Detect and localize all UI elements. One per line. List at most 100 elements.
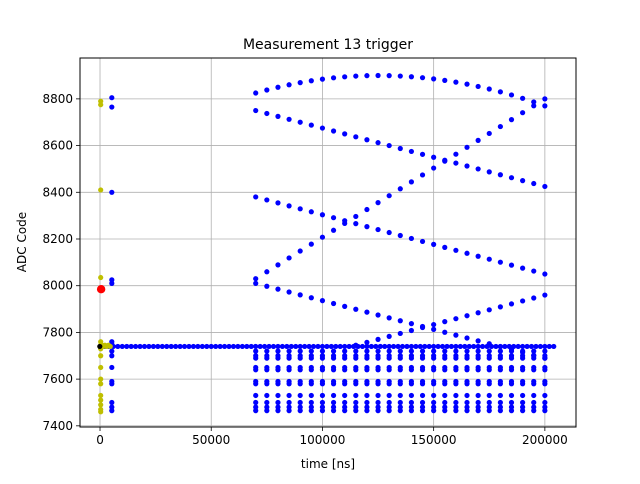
data-point [275,286,281,292]
data-point [319,298,326,304]
data-point [542,348,548,354]
data-point [419,381,426,387]
data-point [542,399,548,406]
data-point [264,197,270,203]
data-point [508,381,515,387]
data-point [275,392,281,399]
data-point [319,125,326,131]
data-point [520,110,526,116]
data-point [453,332,459,338]
data-point [279,343,285,350]
data-point [208,343,214,350]
data-point [109,348,115,354]
data-point [297,292,303,298]
data-point [141,343,148,350]
data-point [308,241,314,247]
data-point [239,343,245,350]
data-point [324,343,330,350]
data-point [508,92,515,98]
data-point [431,367,437,373]
data-point [253,194,259,200]
data-point [395,343,401,350]
data-point [264,408,270,414]
data-point [364,206,370,213]
data-point [520,178,526,184]
data-point [542,183,548,190]
data-point [486,307,492,313]
data-point [497,304,503,310]
data-point [528,343,535,350]
data-point [375,399,381,406]
data-point [531,180,537,187]
data-point [286,355,292,361]
data-point [275,343,281,350]
data-point [308,392,314,399]
data-point [531,367,537,373]
data-point [486,399,492,406]
data-point [408,321,415,327]
data-point [419,238,426,245]
data-point [475,348,481,354]
data-point [444,343,450,350]
data-point [319,76,326,82]
data-point [230,343,237,350]
data-point [253,348,259,354]
data-point [386,348,392,354]
data-point [408,327,415,334]
data-point [408,381,415,387]
data-point [133,343,139,350]
data-point [319,381,326,387]
data-point [531,352,537,358]
data-point [293,343,299,350]
data-point [508,262,515,268]
data-point [431,381,437,387]
data-point [109,408,115,414]
data-point [217,343,223,350]
data-point [190,343,197,350]
data-point [96,285,106,294]
data-point [375,381,381,387]
data-point [464,408,470,414]
data-point [342,355,348,361]
data-point [109,95,115,101]
x-axis-ticks: 0 50000 100000 150000 200000 [96,427,568,447]
data-point [442,408,448,414]
data-point [375,140,381,146]
data-point [508,117,515,123]
data-point [253,280,259,286]
data-point [98,376,104,382]
data-point [497,348,503,354]
data-point [286,255,292,261]
data-point [275,348,281,354]
data-point [464,335,470,341]
data-point [464,250,470,256]
data-point [98,392,104,399]
data-point [520,265,526,271]
data-point [297,206,303,212]
data-point [466,343,472,350]
data-point [475,367,481,373]
data-point [275,381,281,387]
data-point [109,364,115,371]
data-point [330,348,337,354]
data-point [275,367,281,373]
data-point [262,343,268,350]
data-point [397,355,403,361]
data-point [475,166,481,172]
data-point [353,213,359,220]
data-point [508,392,515,399]
data-point [542,103,548,109]
data-point [221,343,228,350]
y-tick-label: 8200 [42,232,73,246]
data-point [286,399,292,406]
data-point [353,408,359,414]
data-point [266,343,272,350]
data-point [297,343,303,350]
x-tick-label: 0 [96,433,104,447]
y-tick-label: 7800 [42,325,73,339]
data-point [531,392,537,399]
data-point [253,90,259,96]
data-point [128,343,134,350]
data-point [471,343,477,350]
